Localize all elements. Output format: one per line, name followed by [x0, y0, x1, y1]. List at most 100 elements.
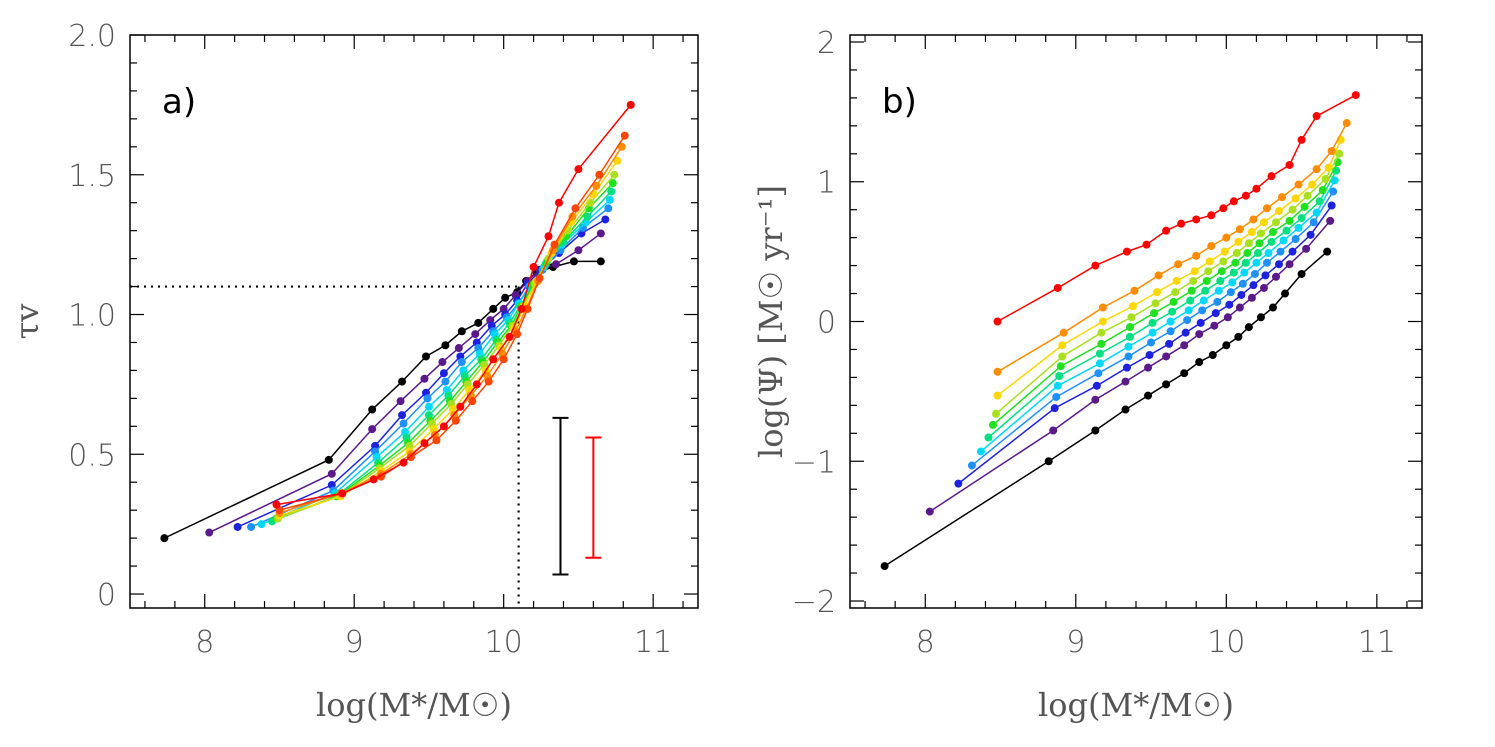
data-point: [992, 409, 1001, 418]
data-point: [552, 260, 560, 269]
data-point: [607, 187, 616, 196]
data-point: [604, 204, 613, 213]
y-tick-label: 1.5: [68, 159, 116, 194]
data-point: [441, 377, 450, 386]
data-point: [1092, 381, 1101, 390]
data-point: [1306, 230, 1315, 239]
panel-b-ticks: 8 9 10 11 −2 −1 0 1 2: [792, 26, 1422, 660]
data-point: [1253, 249, 1262, 258]
data-point: [1162, 380, 1171, 389]
data-point: [1261, 271, 1270, 280]
data-point: [1095, 349, 1104, 358]
series-line: [250, 207, 609, 528]
data-point: [1187, 286, 1196, 295]
data-point: [596, 229, 605, 238]
y-tick-label: −1: [792, 445, 836, 480]
data-point: [1058, 352, 1067, 361]
series-line: [276, 104, 632, 506]
data-point: [613, 156, 622, 165]
data-point: [1321, 174, 1330, 183]
data-point: [1198, 306, 1207, 315]
panel-a-label: a): [162, 82, 196, 122]
data-point: [1282, 226, 1291, 235]
data-point: [1237, 290, 1246, 299]
data-point: [984, 433, 993, 442]
data-point: [1125, 332, 1134, 341]
data-point: [438, 358, 447, 367]
data-point: [1151, 299, 1160, 308]
data-point: [1130, 286, 1139, 295]
data-point: [1235, 303, 1244, 312]
data-point: [1180, 369, 1189, 378]
data-point: [1199, 296, 1208, 305]
data-point: [1247, 293, 1256, 302]
data-point: [1150, 309, 1159, 318]
data-point: [1125, 323, 1134, 332]
data-point: [327, 469, 336, 478]
series-line: [971, 191, 1334, 467]
data-point: [550, 240, 559, 249]
data-point: [471, 330, 480, 339]
data-point: [1202, 276, 1211, 285]
data-point: [1249, 215, 1258, 224]
data-point: [1288, 247, 1297, 256]
data-point: [1244, 239, 1253, 248]
data-point: [1222, 233, 1231, 242]
data-point: [439, 422, 448, 431]
data-point: [399, 419, 408, 428]
x-tick-label: 11: [1358, 625, 1396, 660]
data-point: [420, 374, 429, 383]
x-tick-label: 9: [345, 625, 364, 660]
data-point: [1169, 297, 1178, 306]
data-point: [1300, 202, 1309, 211]
data-point: [1262, 204, 1271, 213]
data-point: [605, 195, 614, 204]
data-point: [369, 475, 378, 484]
y-tick-label: 0.5: [68, 438, 116, 473]
panel-b: 8 9 10 11 −2 −1 0 1 2 b) log(M*/M☉) log(Ψ) [M☉ y…: [752, 26, 1423, 724]
data-point: [1053, 283, 1062, 292]
data-point: [1162, 226, 1171, 235]
panel-b-frame: [849, 34, 1423, 609]
data-point: [407, 453, 416, 462]
data-point: [1053, 381, 1062, 390]
data-point: [571, 204, 580, 213]
data-point: [499, 355, 508, 364]
data-point: [954, 479, 963, 488]
data-point: [160, 534, 169, 543]
data-point: [1238, 279, 1247, 288]
data-point: [1154, 271, 1163, 280]
data-point: [535, 274, 544, 283]
data-point: [1162, 352, 1171, 361]
data-point: [1262, 258, 1271, 267]
x-tick-label: 8: [195, 625, 214, 660]
data-point: [1098, 317, 1107, 326]
data-point: [1168, 307, 1177, 316]
data-point: [457, 358, 466, 367]
panel-a-frame: [129, 34, 699, 609]
series-line: [980, 179, 1336, 453]
data-point: [1271, 218, 1280, 227]
data-point: [1329, 187, 1338, 196]
data-point: [456, 402, 465, 411]
data-point: [1128, 302, 1137, 311]
y-tick-label: 0: [817, 306, 836, 341]
data-point: [1243, 249, 1252, 258]
data-point: [1351, 91, 1360, 100]
data-point: [1186, 296, 1195, 305]
data-point: [1195, 330, 1204, 339]
data-point: [1121, 405, 1130, 414]
data-point: [432, 436, 441, 445]
data-point: [421, 352, 430, 361]
data-point: [1184, 306, 1193, 315]
data-point: [595, 170, 604, 179]
x-tick-label: 9: [1066, 625, 1085, 660]
data-point: [1256, 229, 1265, 238]
panel-a: 8 9 10 11 0 0.5 1.0 1.5 2.0 a) log(M*/M☉) τv: [8, 19, 699, 724]
data-point: [338, 489, 347, 498]
data-point: [420, 439, 429, 448]
data-point: [1049, 426, 1058, 435]
data-point: [513, 330, 522, 339]
data-point: [989, 420, 997, 429]
data-point: [1275, 207, 1283, 216]
